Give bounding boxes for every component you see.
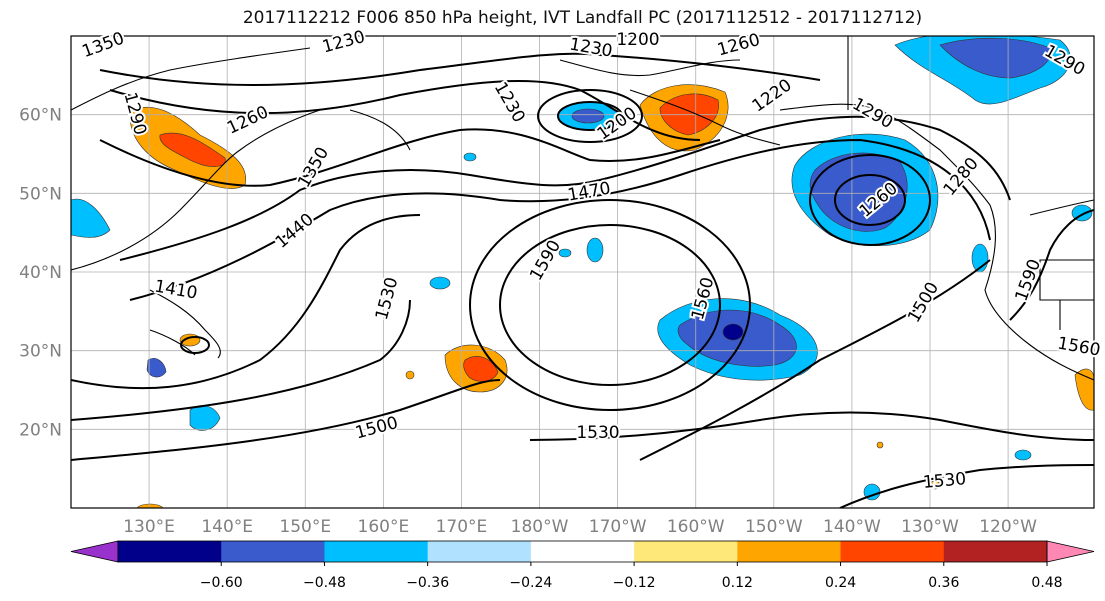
lat-tick-label: 60°N [19, 106, 62, 126]
figure-title: 2017112212 F006 850 hPa height, IVT Land… [242, 8, 923, 28]
colorbar-swatch [634, 541, 738, 562]
colorbar-tick-label: −0.48 [303, 575, 346, 591]
colorbar-tick-label: 0.36 [928, 575, 959, 591]
colorbar-tick-label: −0.12 [613, 575, 656, 591]
lon-tick-label: 120°W [979, 517, 1037, 537]
lat-tick-labels: 20°N 30°N 40°N 50°N 60°N [19, 106, 62, 441]
lat-tick-label: 20°N [19, 420, 62, 440]
ivt-negative-core [809, 152, 908, 232]
contour-label: 1530 [922, 469, 967, 493]
lon-tick-label: 160°E [358, 517, 410, 537]
colorbar-frame [117, 540, 1048, 563]
colorbar-swatch [324, 541, 429, 562]
colorbar-tick-label: −0.24 [509, 575, 552, 591]
lon-tick-label: 140°W [823, 517, 881, 537]
lon-tick-label: 170°W [589, 517, 647, 537]
lon-tick-label: 130°E [123, 517, 175, 537]
lon-tick-label: 140°E [201, 517, 253, 537]
lon-tick-label: 130°W [901, 517, 959, 537]
lat-tick-label: 40°N [19, 263, 62, 283]
lon-tick-label: 150°E [279, 517, 331, 537]
ivt-negative-region [71, 198, 111, 238]
colorbar-tick-label: −0.36 [406, 575, 449, 591]
colorbar-swatch [221, 541, 325, 562]
colorbar-tick-label: 0.24 [825, 575, 856, 591]
lon-tick-label: 180°W [511, 517, 569, 537]
ivt-shading [71, 36, 1094, 508]
ivt-negative-core [939, 37, 1052, 79]
map-frame [70, 35, 1095, 509]
colorbar: −0.60 −0.48 −0.36 −0.24 −0.12 0.12 0.24 0.36 0.4… [70, 540, 1095, 591]
lon-tick-labels: 130°E 140°E 150°E 160°E 170°E 180°W 170°W 160°W… [123, 517, 1037, 537]
colorbar-swatch [118, 541, 222, 562]
colorbar-swatch [427, 541, 532, 562]
colorbar-tick-label: 0.48 [1031, 575, 1062, 591]
height-contours [71, 52, 1094, 508]
contour-label: 1200 [616, 30, 659, 50]
ivt-negative-peak [722, 323, 744, 341]
colorbar-swatch [840, 541, 945, 562]
ivt-positive-core [159, 132, 226, 167]
graticule [71, 36, 1094, 508]
colorbar-tick-label: −0.60 [200, 575, 243, 591]
colorbar-extend-max [1046, 540, 1095, 563]
colorbar-tick-label: 0.12 [722, 575, 753, 591]
lon-tick-label: 160°W [667, 517, 725, 537]
lat-tick-label: 50°N [19, 184, 62, 204]
ivt-positive-region [1074, 368, 1094, 411]
lat-tick-label: 30°N [19, 342, 62, 362]
ivt-negative-core [571, 108, 605, 124]
colorbar-swatch [737, 541, 842, 562]
colorbar-extend-min [70, 540, 119, 563]
colorbar-swatch [943, 541, 1048, 562]
lon-tick-label: 170°E [436, 517, 488, 537]
colorbar-swatch [530, 541, 635, 562]
contour-label: 1530 [576, 423, 619, 443]
lon-tick-label: 150°W [745, 517, 803, 537]
